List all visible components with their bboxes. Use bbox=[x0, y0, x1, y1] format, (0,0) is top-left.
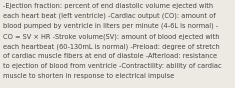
Text: blood pumped by ventricle in liters per minute (4-6L is normal) -: blood pumped by ventricle in liters per … bbox=[3, 23, 218, 29]
Text: each heartbeat (60-130mL is normal) -Preload: degree of stretch: each heartbeat (60-130mL is normal) -Pre… bbox=[3, 43, 219, 50]
Text: each heart beat (left ventricle) -Cardiac output (CO): amount of: each heart beat (left ventricle) -Cardia… bbox=[3, 13, 215, 19]
Text: CO = SV × HR -Stroke volume(SV): amount of blood ejected with: CO = SV × HR -Stroke volume(SV): amount … bbox=[3, 33, 219, 40]
Text: muscle to shorten in response to electrical impulse: muscle to shorten in response to electri… bbox=[3, 73, 174, 79]
Text: to ejection of blood from ventricle -Contractility: ability of cardiac: to ejection of blood from ventricle -Con… bbox=[3, 63, 221, 69]
Text: of cardiac muscle fibers at end of diastole -Afterload: resistance: of cardiac muscle fibers at end of diast… bbox=[3, 53, 217, 59]
Text: -Ejection fraction: percent of end diastolic volume ejected with: -Ejection fraction: percent of end diast… bbox=[3, 3, 213, 9]
